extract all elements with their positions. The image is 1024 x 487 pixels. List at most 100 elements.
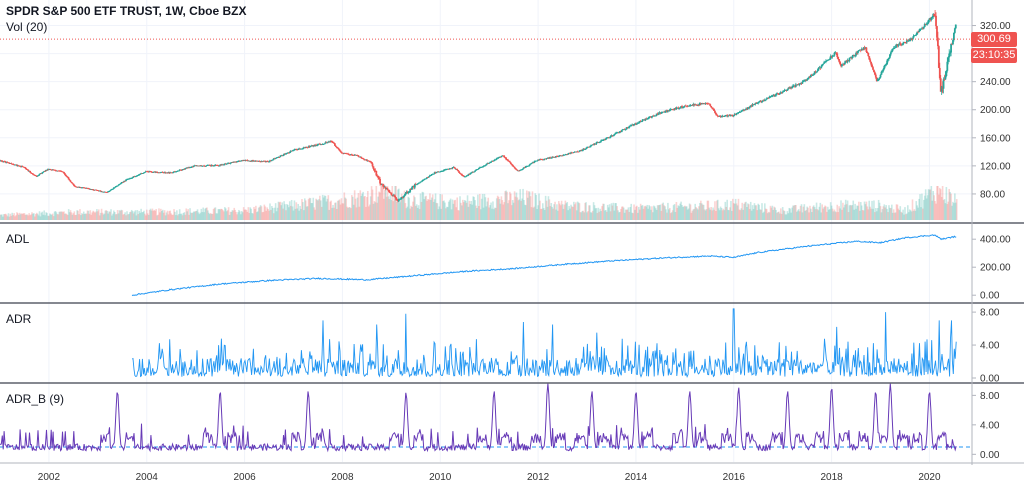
volume-bar [628, 211, 631, 220]
candle-body [522, 168, 524, 170]
candle-body [668, 109, 671, 111]
candle-body [352, 155, 355, 156]
candle-body [261, 161, 264, 163]
candle-body [229, 162, 232, 164]
candle-body [128, 178, 131, 180]
volume-bar [326, 198, 329, 220]
candle-body [274, 157, 277, 159]
volume-bar [49, 214, 52, 220]
volume-bar [620, 208, 622, 220]
volume-bar [83, 213, 86, 220]
volume-bar [532, 207, 535, 220]
candle-body [908, 39, 911, 41]
candle-body [676, 107, 679, 109]
volume-bar [799, 205, 802, 220]
volume-bar [565, 203, 568, 220]
candle-body [924, 24, 927, 25]
candle-body [953, 32, 955, 41]
volume-bar [4, 213, 7, 220]
candle-body [705, 103, 708, 104]
candle-body [424, 178, 427, 180]
candle-body [94, 189, 96, 191]
candle-body [386, 188, 389, 190]
volume-bar [249, 207, 252, 220]
candle-body [689, 105, 692, 107]
volume-bar [592, 202, 595, 220]
volume-bar [748, 208, 751, 220]
volume-bar [288, 201, 291, 220]
candle-body [881, 70, 884, 72]
candle-body [645, 118, 648, 120]
candle-body [482, 166, 485, 167]
volume-bar [821, 204, 823, 220]
volume-bar [52, 216, 55, 220]
candle-body [423, 179, 426, 181]
volume-bar [529, 196, 532, 220]
candle-body [337, 148, 340, 150]
volume-bar [143, 210, 145, 220]
candle-body [820, 66, 823, 69]
candle-body [120, 182, 123, 184]
volume-bar [276, 207, 279, 220]
volume-bar [73, 211, 76, 220]
candle-body [210, 165, 213, 166]
volume-bar [278, 202, 281, 220]
candle-body [321, 144, 324, 145]
candle-body [919, 28, 921, 32]
candle-body [891, 49, 894, 51]
volume-bar [557, 201, 560, 220]
candle-body [157, 172, 159, 174]
volume-bar [103, 213, 106, 220]
volume-bar [946, 204, 949, 220]
volume-bar [323, 195, 326, 220]
volume-bar [943, 199, 946, 220]
volume-bar [51, 213, 54, 220]
volume-bar [901, 212, 903, 220]
candle-body [131, 177, 134, 179]
volume-bar [356, 197, 359, 220]
volume-bar [797, 209, 800, 220]
volume-bar [891, 212, 894, 220]
volume-bar [562, 208, 565, 220]
volume-bar [691, 210, 694, 220]
candle-body [797, 84, 800, 86]
volume-bar [748, 204, 750, 220]
candle-body [300, 148, 302, 150]
candle-body [350, 154, 353, 156]
volume-bar [928, 189, 931, 220]
candle-body [311, 145, 314, 147]
candle-body [348, 154, 350, 156]
candle-body [939, 78, 942, 92]
volume-bar [426, 200, 428, 220]
candle-body [577, 151, 580, 153]
candle-body [818, 67, 821, 69]
candle-body [388, 190, 391, 193]
candle-body [489, 162, 492, 164]
candle-body [682, 107, 684, 109]
candle-body [695, 104, 698, 106]
volume-bar [731, 210, 733, 220]
volume-bar [837, 212, 839, 220]
volume-bar [546, 206, 549, 220]
volume-bar [640, 205, 643, 220]
candle-body [370, 161, 373, 164]
volume-bar [63, 211, 65, 220]
volume-bar [386, 186, 389, 220]
candle-body [754, 102, 757, 105]
candle-body [930, 18, 933, 20]
volume-bar [466, 195, 469, 220]
candle-body [411, 187, 413, 190]
volume-bar [720, 208, 723, 220]
candle-body [904, 42, 906, 43]
volume-bar [621, 206, 623, 220]
volume-bar [944, 203, 947, 220]
volume-bar [774, 207, 776, 220]
volume-bar [811, 212, 813, 220]
volume-bar [400, 193, 403, 220]
candle-body [608, 137, 611, 139]
volume-bar [37, 215, 40, 220]
candle-body [516, 169, 519, 171]
candle-body [841, 64, 843, 67]
candle-body [541, 159, 544, 161]
